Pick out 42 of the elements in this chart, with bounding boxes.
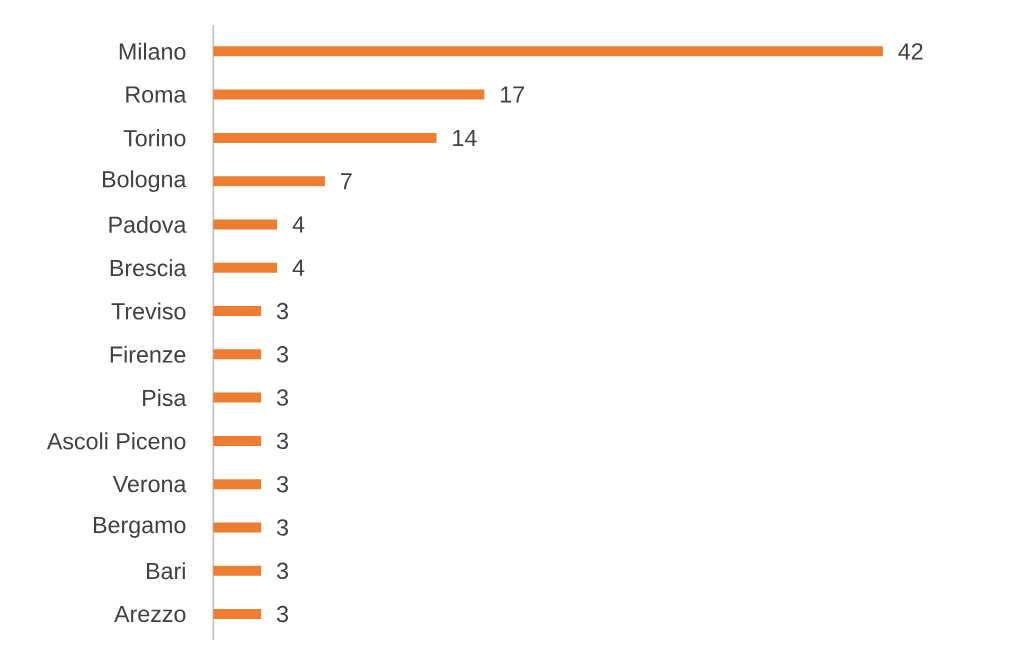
y-tick-label: Treviso [111,302,186,320]
y-tick-label: Pisa [143,389,187,407]
data-label: 3 [276,475,288,493]
bar [213,262,278,273]
y-tick-label: Bari [146,562,185,580]
bar [213,435,262,446]
y-tick-label: Bergamo [93,517,186,538]
y-tick-label: Roma [126,86,187,103]
data-label: 3 [276,346,288,363]
bar [213,392,262,403]
bar [213,219,278,230]
bar [213,89,485,100]
data-label: 17 [501,86,524,103]
bar [213,479,262,490]
data-label: 14 [453,129,477,146]
bar [213,349,262,360]
data-label: 3 [276,302,288,320]
data-label: 3 [276,389,288,406]
bar [213,522,262,533]
y-tick-label: Verona [112,476,187,493]
data-label: 3 [276,432,288,450]
data-label: 42 [898,43,923,60]
bar [213,306,262,317]
y-tick-label: Milano [119,42,186,60]
data-label: 4 [292,259,305,276]
data-label: 3 [276,562,288,579]
y-tick-label: Padova [109,215,187,233]
bar [213,565,262,576]
bar [213,132,437,143]
y-tick-label: Torino [123,129,186,147]
bar [213,176,325,187]
bar [213,609,262,620]
data-label: 7 [341,173,352,190]
data-label: 3 [276,605,288,623]
y-tick-label: Bologna [103,170,187,193]
y-tick-label: Brescia [110,259,187,277]
y-tick-label: Ascoli Piceno [46,432,186,450]
data-label: 3 [276,519,288,536]
data-label: 4 [292,216,305,233]
y-tick-label: Arezzo [114,605,186,623]
y-tick-label: Firenze [110,345,186,363]
bar [213,46,883,57]
